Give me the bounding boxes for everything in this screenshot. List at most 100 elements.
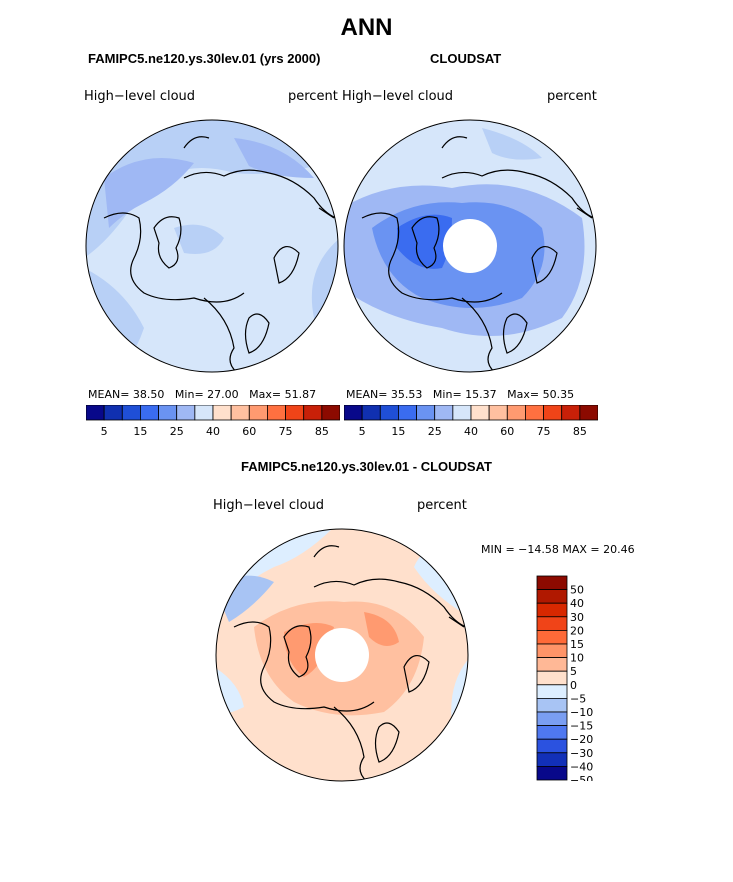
- panel-2-units: percent: [547, 89, 597, 104]
- colorbar-swatch: [379, 405, 399, 421]
- colorbar-swatch: [536, 698, 568, 713]
- colorbar-tick-label: 15: [391, 425, 405, 438]
- panel-1-units: percent: [288, 89, 338, 104]
- colorbar-tick-label: 40: [464, 425, 478, 438]
- colorbar-tick-label: 50: [570, 584, 584, 597]
- colorbar-swatch: [434, 405, 454, 421]
- difference-polar-map: [215, 528, 469, 782]
- min-value: 27.00: [207, 388, 239, 401]
- panel-2-title: CLOUDSAT: [430, 51, 502, 66]
- colorbar-tick-label: 85: [315, 425, 329, 438]
- max-label: Max=: [249, 388, 282, 401]
- map-region: [397, 214, 452, 269]
- colorbar-swatch: [267, 405, 286, 421]
- colorbar-swatch: [86, 405, 105, 421]
- colorbar-tick-label: 5: [101, 425, 108, 438]
- colorbar-tick-label: −20: [570, 733, 593, 746]
- map-region: [364, 612, 399, 646]
- colorbar-swatch: [470, 405, 490, 421]
- colorbar-swatch: [536, 684, 568, 699]
- panel-2-stats: MEAN= 35.53 Min= 15.37 Max= 50.35: [346, 388, 574, 401]
- colorbar-tick-label: 30: [570, 611, 584, 624]
- min-label: Min=: [432, 388, 462, 401]
- colorbar-tick-label: 15: [570, 638, 584, 651]
- colorbar-swatch: [536, 643, 568, 659]
- colorbar-swatch: [303, 405, 323, 421]
- colorbar-swatch: [344, 405, 363, 421]
- colorbar-swatch: [230, 405, 250, 421]
- colorbar-tick-label: 75: [537, 425, 551, 438]
- map-region: [482, 128, 542, 160]
- colorbar-swatch: [194, 405, 214, 421]
- figure-title: ANN: [340, 14, 393, 41]
- colorbar-tick-label: 60: [242, 425, 256, 438]
- mean-value: 35.53: [390, 388, 423, 401]
- colorbar-2: [344, 405, 598, 421]
- colorbar-swatch: [536, 630, 568, 645]
- colorbar-swatch: [543, 405, 563, 421]
- colorbar-swatch: [579, 405, 598, 421]
- colorbar-tick-label: 40: [206, 425, 220, 438]
- colorbar-swatch: [121, 405, 141, 421]
- cloudsat-polar-map: [343, 119, 597, 373]
- colorbar-swatch: [176, 405, 196, 421]
- colorbar-swatch: [536, 738, 568, 754]
- colorbar-swatch: [140, 405, 159, 421]
- panel-1-title: FAMIPC5.ne120.ys.30lev.01 (yrs 2000): [88, 51, 321, 66]
- map-region: [234, 138, 314, 178]
- colorbar-swatch: [536, 657, 568, 672]
- colorbar-tick-label: −40: [570, 760, 593, 773]
- colorbar-tick-label: −30: [570, 747, 593, 760]
- colorbar-swatch: [416, 405, 436, 421]
- min-value: 15.37: [465, 388, 497, 401]
- colorbar-swatch: [321, 405, 340, 421]
- colorbar-swatch: [285, 405, 305, 421]
- colorbar-swatch: [103, 405, 123, 421]
- panel-3-units: percent: [417, 498, 467, 513]
- colorbar-swatch: [158, 405, 178, 421]
- panel-3-stats: MIN = −14.58 MAX = 20.46: [481, 543, 635, 556]
- colorbar-swatch: [536, 711, 568, 727]
- colorbar-swatch: [488, 405, 508, 421]
- colorbar-swatch: [452, 405, 472, 421]
- panel-1-variable: High−level cloud: [84, 89, 196, 104]
- max-label: Max=: [507, 388, 540, 401]
- max-value: 50.35: [542, 388, 575, 401]
- map-region: [174, 224, 224, 254]
- colorbar-tick-label: −15: [570, 720, 593, 733]
- colorbar-tick-label: −10: [570, 706, 593, 719]
- colorbar-tick-label: 25: [170, 425, 184, 438]
- min-label: Min=: [174, 388, 204, 401]
- colorbar-tick-label: 40: [570, 597, 584, 610]
- colorbar-swatch: [536, 616, 568, 631]
- colorbar-tick-label: 5: [359, 425, 366, 438]
- colorbar-swatch: [506, 405, 526, 421]
- max-value: 51.87: [284, 388, 317, 401]
- colorbar-tick-label: 75: [279, 425, 293, 438]
- colorbar-swatch: [536, 602, 568, 618]
- mean-label: MEAN=: [346, 388, 388, 401]
- colorbar-tick-label: 15: [133, 425, 147, 438]
- panel-1-stats: MEAN= 38.50 Min= 27.00 Max= 51.87: [88, 388, 316, 401]
- colorbar-tick-label: −50: [570, 774, 593, 781]
- colorbar-tick-label: 5: [570, 665, 577, 678]
- panel-3-title: FAMIPC5.ne120.ys.30lev.01 - CLOUDSAT: [241, 459, 492, 474]
- colorbar-tick-label: −5: [570, 692, 586, 705]
- colorbar-tick-label: 25: [428, 425, 442, 438]
- colorbar-swatch: [212, 405, 232, 421]
- panel-3-variable: High−level cloud: [213, 498, 325, 513]
- colorbar-tick-label: 60: [500, 425, 514, 438]
- colorbar-1: [86, 405, 340, 421]
- colorbar-tick-label: 85: [573, 425, 587, 438]
- colorbar-1-ticks: 515254060758595: [101, 425, 329, 438]
- panel-2-variable: High−level cloud: [342, 89, 454, 104]
- map-region: [104, 158, 194, 228]
- colorbar-swatch: [536, 725, 568, 740]
- colorbar-swatch: [536, 670, 568, 686]
- mean-value: 38.50: [132, 388, 165, 401]
- colorbar-swatch: [536, 752, 568, 767]
- colorbar-swatch: [536, 589, 568, 604]
- colorbar-swatch: [361, 405, 381, 421]
- colorbar-swatch: [398, 405, 417, 421]
